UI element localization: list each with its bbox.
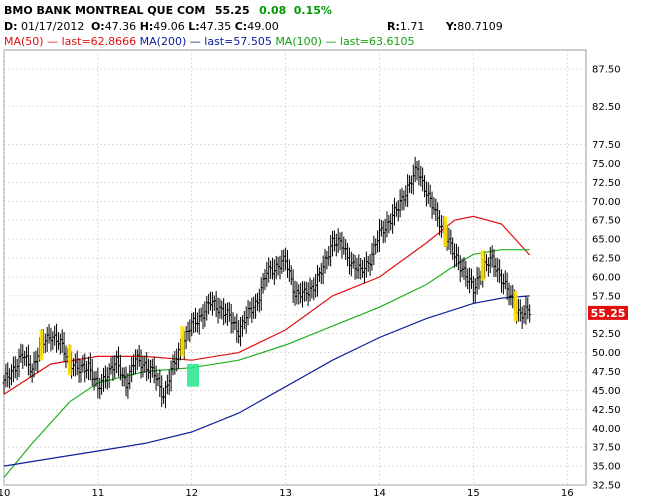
ohlc-readout: D: 01/17/2012 O:47.36 H:49.06 L:47.35 C:…	[4, 20, 279, 33]
ma-legend: MA(50) — last=62.8666 MA(200) — last=57.…	[4, 35, 414, 48]
close-label: C:	[234, 20, 248, 33]
x-tick-label: 14	[373, 488, 386, 499]
y-tick-label: 57.50	[592, 291, 621, 302]
y-label: Y:	[445, 20, 458, 33]
y-tick-label: 65.00	[592, 235, 621, 246]
y-tick-label: 87.50	[592, 64, 621, 75]
high-value: 49.06	[153, 20, 185, 33]
moving-average-layer	[3, 215, 531, 478]
legend-ma100: MA(100) — last=63.6105	[275, 35, 415, 48]
y-tick-label: 67.50	[592, 216, 621, 227]
low-value: 47.35	[199, 20, 232, 33]
r-value: 1.71	[399, 20, 425, 33]
y-tick-label: 37.50	[592, 443, 621, 454]
y-tick-label: 60.00	[592, 272, 621, 283]
date-label: D:	[4, 20, 18, 33]
x-tick-label: 11	[92, 488, 105, 499]
y-tick-label: 50.00	[592, 348, 621, 359]
open-label: O:	[90, 20, 105, 33]
y-tick-label: 35.00	[592, 462, 621, 473]
y-tick-label: 52.50	[592, 329, 621, 340]
legend-ma50-label: MA(50)	[4, 35, 44, 48]
x-tick-label: 16	[561, 488, 574, 499]
grid-layer	[3, 49, 587, 486]
chart-title: BMO BANK MONTREAL QUE COM	[4, 4, 206, 17]
highlight-zone	[187, 363, 200, 387]
ma200-line	[3, 295, 530, 467]
y-tick-label: 32.50	[592, 481, 621, 492]
legend-ma50: MA(50) — last=62.8666	[4, 35, 137, 48]
x-tick-label: 13	[279, 488, 292, 499]
y-tick-label: 72.50	[592, 178, 621, 189]
last-price: 55.25	[214, 4, 250, 17]
legend-ma200: MA(200) — last=57.505	[139, 35, 272, 48]
y-tick-label: 75.00	[592, 159, 621, 170]
highlight-bar	[443, 216, 448, 247]
x-tick-label: 12	[185, 488, 198, 499]
y-value: 80.7109	[457, 20, 503, 33]
x-tick-label: 10	[0, 488, 10, 499]
y-tick-label: 70.00	[592, 197, 621, 208]
low-label: L:	[188, 20, 200, 33]
ma50-line	[3, 215, 531, 395]
r-label: R:	[387, 20, 400, 33]
price-change: 0.08	[259, 4, 287, 17]
y-tick-label: 82.50	[592, 102, 621, 113]
highlight-bar	[67, 345, 72, 376]
y-tick-label: 62.50	[592, 254, 621, 265]
price-flag	[588, 305, 628, 320]
legend-ma100-last: last=63.6105	[339, 35, 415, 48]
y-tick-label: 45.00	[592, 386, 621, 397]
date-value: 01/17/2012	[21, 20, 85, 33]
legend-ma100-label: MA(100)	[275, 35, 322, 48]
highlight-bar	[39, 329, 44, 361]
legend-ma200-label: MA(200)	[139, 35, 187, 48]
open-value: 47.36	[104, 20, 137, 33]
price-bar-layer	[2, 156, 532, 409]
price-change-pct: 0.15%	[293, 4, 332, 17]
highlight-bar	[180, 326, 185, 357]
y-tick-label: 47.50	[592, 367, 621, 378]
ma100-line	[3, 249, 530, 478]
axis-layer: 32.50 35.00 37.50 40.00 42.50 45.00 47.50 50.00…	[0, 64, 628, 499]
legend-ma200-last: last=57.505	[204, 35, 272, 48]
y-tick-label: 40.00	[592, 424, 621, 435]
y-tick-label: 42.50	[592, 405, 621, 416]
cursor-readout: R:1.71 Y:80.7109	[387, 20, 503, 33]
legend-ma50-last: last=62.8666	[61, 35, 137, 48]
highlight-bar	[480, 250, 485, 281]
plot-frame	[3, 49, 587, 486]
highlight-bar	[513, 291, 518, 322]
y-tick-label: 77.50	[592, 140, 621, 151]
close-value: 49.00	[247, 20, 279, 33]
high-label: H:	[139, 20, 154, 33]
chart-title-line: BMO BANK MONTREAL QUE COM 55.25 0.08 0.1…	[4, 4, 332, 17]
x-tick-label: 15	[467, 488, 480, 499]
price-flag-label: 55.25	[591, 307, 626, 320]
